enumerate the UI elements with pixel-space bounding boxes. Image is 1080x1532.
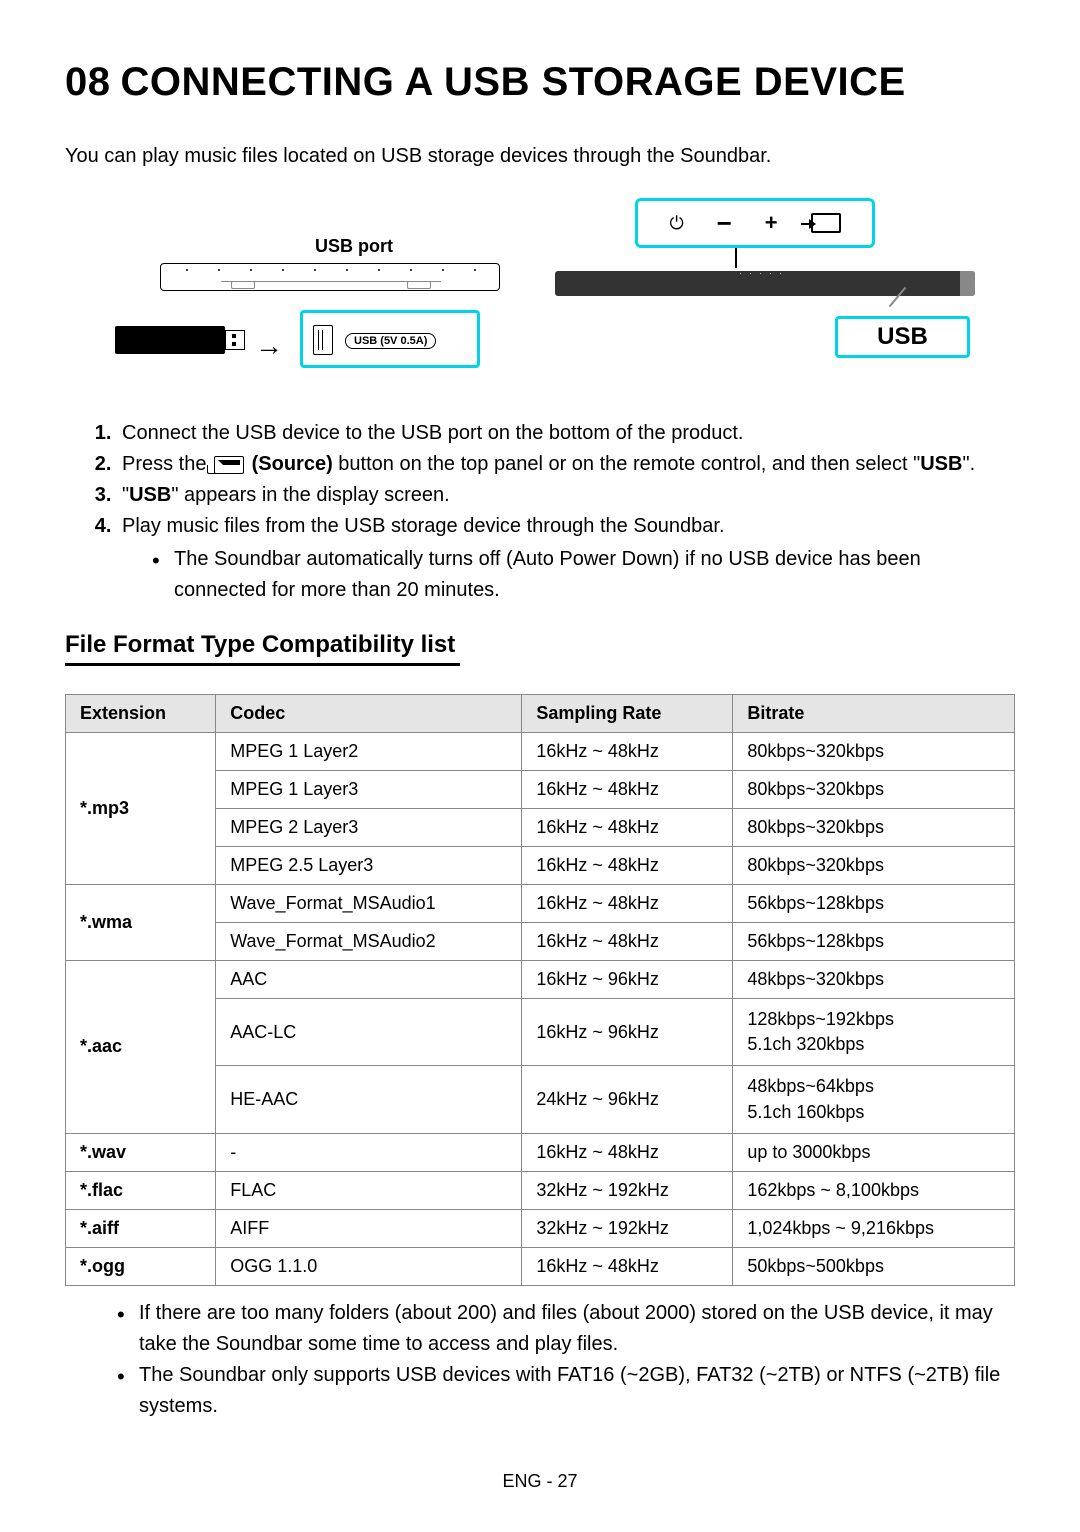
cell-sampling: 16kHz ~ 48kHz xyxy=(522,923,733,961)
diagram-row: USB port → USB (5V 0.5A) ⏻ − + USB xyxy=(65,198,1015,388)
cell-bitrate: 48kbps~64kbps5.1ch 160kbps xyxy=(733,1066,1015,1133)
usb-display-box: USB xyxy=(835,316,970,358)
step-3: "USB" appears in the display screen. xyxy=(117,480,1015,511)
cell-bitrate: 56kbps~128kbps xyxy=(733,923,1015,961)
step-4: Play music files from the USB storage de… xyxy=(117,511,1015,606)
cell-sampling: 32kHz ~ 192kHz xyxy=(522,1171,733,1209)
usb-port-icon xyxy=(313,325,333,355)
table-header-row: Extension Codec Sampling Rate Bitrate xyxy=(66,695,1015,733)
cell-sampling: 16kHz ~ 48kHz xyxy=(522,885,733,923)
compat-table: Extension Codec Sampling Rate Bitrate *.… xyxy=(65,694,1015,1286)
cell-bitrate: 80kbps~320kbps xyxy=(733,847,1015,885)
table-row: *.mp3MPEG 1 Layer216kHz ~ 48kHz80kbps~32… xyxy=(66,733,1015,771)
cell-codec: AAC xyxy=(216,961,522,999)
cell-codec: AAC-LC xyxy=(216,999,522,1066)
usb-port-label: USB port xyxy=(315,236,393,257)
cell-bitrate: 80kbps~320kbps xyxy=(733,809,1015,847)
usb-5v-label: USB (5V 0.5A) xyxy=(345,333,436,349)
intro-paragraph: You can play music files located on USB … xyxy=(65,145,1015,168)
cell-sampling: 16kHz ~ 48kHz xyxy=(522,847,733,885)
page-footer: ENG - 27 xyxy=(0,1471,1080,1492)
cell-codec: - xyxy=(216,1133,522,1171)
cell-bitrate: 128kbps~192kbps5.1ch 320kbps xyxy=(733,999,1015,1066)
th-bitrate: Bitrate xyxy=(733,695,1015,733)
soundbar-illustration xyxy=(160,263,500,291)
step-1: Connect the USB device to the USB port o… xyxy=(117,418,1015,449)
soundbar-side-view xyxy=(555,271,975,296)
sub-bullet-1: The Soundbar automatically turns off (Au… xyxy=(152,544,1015,606)
table-row: *.aacAAC16kHz ~ 96kHz48kbps~320kbps xyxy=(66,961,1015,999)
cell-extension: *.mp3 xyxy=(66,733,216,885)
cell-extension: *.aiff xyxy=(66,1209,216,1247)
leader-line xyxy=(735,248,737,268)
usb-port-box: USB (5V 0.5A) xyxy=(300,310,480,368)
cell-sampling: 16kHz ~ 96kHz xyxy=(522,961,733,999)
cell-codec: MPEG 2.5 Layer3 xyxy=(216,847,522,885)
cell-sampling: 16kHz ~ 96kHz xyxy=(522,999,733,1066)
usb-drive-icon xyxy=(115,326,225,354)
cell-extension: *.flac xyxy=(66,1171,216,1209)
heading-underline xyxy=(65,663,460,666)
cell-bitrate: 50kbps~500kbps xyxy=(733,1247,1015,1285)
cell-sampling: 16kHz ~ 48kHz xyxy=(522,733,733,771)
th-sampling: Sampling Rate xyxy=(522,695,733,733)
power-icon: ⏻ xyxy=(669,213,683,234)
compat-heading: File Format Type Compatibility list xyxy=(65,631,1015,659)
source-icon-inline xyxy=(214,456,244,474)
cell-extension: *.ogg xyxy=(66,1247,216,1285)
note-1: If there are too many folders (about 200… xyxy=(117,1298,1015,1360)
cell-sampling: 24kHz ~ 96kHz xyxy=(522,1066,733,1133)
th-codec: Codec xyxy=(216,695,522,733)
cell-bitrate: 162kbps ~ 8,100kbps xyxy=(733,1171,1015,1209)
cell-extension: *.wav xyxy=(66,1133,216,1171)
cell-bitrate: 80kbps~320kbps xyxy=(733,771,1015,809)
steps-list: Connect the USB device to the USB port o… xyxy=(65,418,1015,606)
cell-extension: *.aac xyxy=(66,961,216,1134)
cell-extension: *.wma xyxy=(66,885,216,961)
section-title: 08CONNECTING A USB STORAGE DEVICE xyxy=(65,60,1015,105)
plus-icon: + xyxy=(765,210,778,236)
cell-sampling: 16kHz ~ 48kHz xyxy=(522,1133,733,1171)
step-2: Press the (Source) button on the top pan… xyxy=(117,449,1015,480)
cell-bitrate: 80kbps~320kbps xyxy=(733,733,1015,771)
note-2: The Soundbar only supports USB devices w… xyxy=(117,1360,1015,1422)
cell-codec: HE-AAC xyxy=(216,1066,522,1133)
cell-codec: MPEG 1 Layer2 xyxy=(216,733,522,771)
th-extension: Extension xyxy=(66,695,216,733)
table-row: *.wmaWave_Format_MSAudio116kHz ~ 48kHz56… xyxy=(66,885,1015,923)
cell-bitrate: up to 3000kbps xyxy=(733,1133,1015,1171)
section-number: 08 xyxy=(65,60,111,104)
cell-sampling: 16kHz ~ 48kHz xyxy=(522,771,733,809)
cell-codec: FLAC xyxy=(216,1171,522,1209)
cell-bitrate: 1,024kbps ~ 9,216kbps xyxy=(733,1209,1015,1247)
cell-codec: Wave_Format_MSAudio2 xyxy=(216,923,522,961)
cell-codec: MPEG 1 Layer3 xyxy=(216,771,522,809)
cell-codec: Wave_Format_MSAudio1 xyxy=(216,885,522,923)
cell-codec: MPEG 2 Layer3 xyxy=(216,809,522,847)
table-row: *.flacFLAC32kHz ~ 192kHz162kbps ~ 8,100k… xyxy=(66,1171,1015,1209)
diagram-top-panel: ⏻ − + USB xyxy=(555,198,975,388)
section-title-text: CONNECTING A USB STORAGE DEVICE xyxy=(121,60,906,104)
usb-tip-icon xyxy=(225,330,245,350)
cell-codec: OGG 1.1.0 xyxy=(216,1247,522,1285)
sub-bullets: The Soundbar automatically turns off (Au… xyxy=(122,544,1015,606)
cell-bitrate: 48kbps~320kbps xyxy=(733,961,1015,999)
notes-list: If there are too many folders (about 200… xyxy=(65,1298,1015,1422)
table-row: *.wav-16kHz ~ 48kHzup to 3000kbps xyxy=(66,1133,1015,1171)
cell-sampling: 16kHz ~ 48kHz xyxy=(522,809,733,847)
minus-icon: − xyxy=(717,208,732,239)
table-row: *.oggOGG 1.1.016kHz ~ 48kHz50kbps~500kbp… xyxy=(66,1247,1015,1285)
cell-sampling: 16kHz ~ 48kHz xyxy=(522,1247,733,1285)
table-row: *.aiffAIFF32kHz ~ 192kHz1,024kbps ~ 9,21… xyxy=(66,1209,1015,1247)
arrow-icon: → xyxy=(255,330,283,362)
diagram-usb-connection: USB port → USB (5V 0.5A) xyxy=(105,198,525,388)
cell-bitrate: 56kbps~128kbps xyxy=(733,885,1015,923)
cell-sampling: 32kHz ~ 192kHz xyxy=(522,1209,733,1247)
cell-codec: AIFF xyxy=(216,1209,522,1247)
panel-controls: ⏻ − + xyxy=(635,198,875,248)
source-icon xyxy=(811,213,841,233)
